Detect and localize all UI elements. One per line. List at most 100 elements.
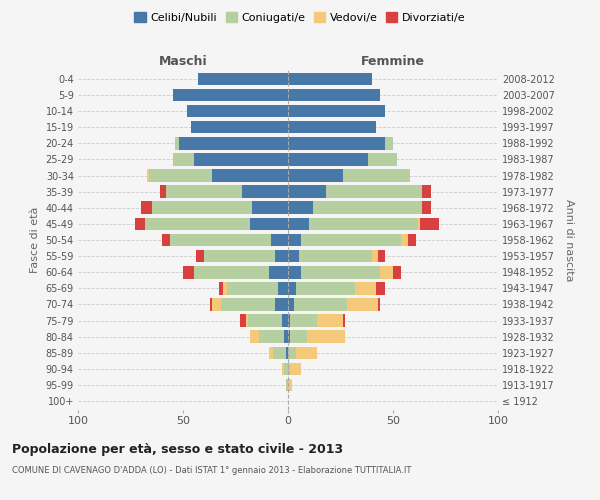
Bar: [299, 250, 372, 262]
Bar: [290, 330, 307, 343]
Bar: [418, 218, 421, 230]
Bar: [379, 250, 385, 262]
Bar: [372, 250, 379, 262]
Bar: [179, 137, 288, 149]
Y-axis label: Anni di nascita: Anni di nascita: [565, 198, 574, 281]
Bar: [166, 186, 242, 198]
Bar: [401, 234, 408, 246]
Bar: [282, 362, 284, 375]
Legend: Celibi/Nubili, Coniugati/e, Vedovi/e, Divorziati/e: Celibi/Nubili, Coniugati/e, Vedovi/e, Di…: [130, 8, 470, 28]
Bar: [160, 186, 166, 198]
Bar: [191, 121, 288, 134]
Bar: [221, 298, 275, 310]
Bar: [408, 234, 416, 246]
Bar: [134, 218, 145, 230]
Bar: [286, 378, 288, 392]
Bar: [296, 282, 355, 294]
Bar: [277, 282, 288, 294]
Bar: [175, 137, 179, 149]
Bar: [193, 153, 288, 166]
Bar: [269, 266, 288, 278]
Bar: [421, 218, 439, 230]
Bar: [385, 137, 393, 149]
Text: Femmine: Femmine: [361, 54, 425, 68]
Text: Popolazione per età, sesso e stato civile - 2013: Popolazione per età, sesso e stato civil…: [12, 442, 343, 456]
Bar: [288, 170, 343, 182]
Bar: [170, 234, 271, 246]
Bar: [204, 250, 275, 262]
Bar: [269, 346, 274, 359]
Bar: [288, 314, 290, 327]
Bar: [317, 314, 343, 327]
Bar: [183, 266, 193, 278]
Bar: [313, 202, 422, 214]
Bar: [288, 72, 372, 85]
Bar: [252, 202, 288, 214]
Bar: [141, 202, 151, 214]
Bar: [309, 218, 418, 230]
Bar: [250, 330, 259, 343]
Bar: [223, 282, 227, 294]
Bar: [288, 105, 385, 118]
Bar: [376, 282, 385, 294]
Bar: [288, 346, 296, 359]
Bar: [343, 314, 345, 327]
Bar: [240, 314, 246, 327]
Bar: [196, 250, 204, 262]
Bar: [151, 202, 252, 214]
Bar: [422, 186, 431, 198]
Y-axis label: Fasce di età: Fasce di età: [30, 207, 40, 273]
Bar: [284, 330, 288, 343]
Bar: [145, 218, 250, 230]
Bar: [218, 282, 223, 294]
Bar: [347, 298, 379, 310]
Bar: [288, 88, 380, 102]
Bar: [173, 153, 193, 166]
Bar: [288, 250, 299, 262]
Bar: [380, 266, 393, 278]
Bar: [301, 266, 380, 278]
Bar: [288, 266, 301, 278]
Bar: [148, 170, 149, 182]
Bar: [301, 234, 401, 246]
Bar: [227, 282, 277, 294]
Bar: [288, 298, 295, 310]
Bar: [275, 250, 288, 262]
Bar: [393, 266, 401, 278]
Bar: [210, 298, 212, 310]
Bar: [246, 314, 248, 327]
Bar: [242, 186, 288, 198]
Bar: [212, 298, 221, 310]
Bar: [288, 330, 290, 343]
Bar: [286, 346, 288, 359]
Bar: [259, 330, 284, 343]
Bar: [288, 137, 385, 149]
Bar: [288, 234, 301, 246]
Bar: [296, 346, 317, 359]
Bar: [282, 314, 288, 327]
Text: COMUNE DI CAVENAGO D'ADDA (LO) - Dati ISTAT 1° gennaio 2013 - Elaborazione TUTTI: COMUNE DI CAVENAGO D'ADDA (LO) - Dati IS…: [12, 466, 412, 475]
Bar: [307, 330, 344, 343]
Bar: [271, 234, 288, 246]
Bar: [368, 153, 397, 166]
Bar: [290, 314, 317, 327]
Bar: [326, 186, 422, 198]
Bar: [193, 266, 269, 278]
Bar: [422, 202, 431, 214]
Bar: [149, 170, 212, 182]
Bar: [273, 346, 286, 359]
Bar: [355, 282, 376, 294]
Bar: [288, 218, 309, 230]
Bar: [288, 186, 326, 198]
Bar: [288, 282, 296, 294]
Bar: [288, 362, 290, 375]
Bar: [212, 170, 288, 182]
Bar: [162, 234, 170, 246]
Bar: [173, 88, 288, 102]
Bar: [379, 298, 380, 310]
Bar: [248, 314, 282, 327]
Text: Maschi: Maschi: [158, 54, 208, 68]
Bar: [290, 362, 301, 375]
Bar: [198, 72, 288, 85]
Bar: [288, 202, 313, 214]
